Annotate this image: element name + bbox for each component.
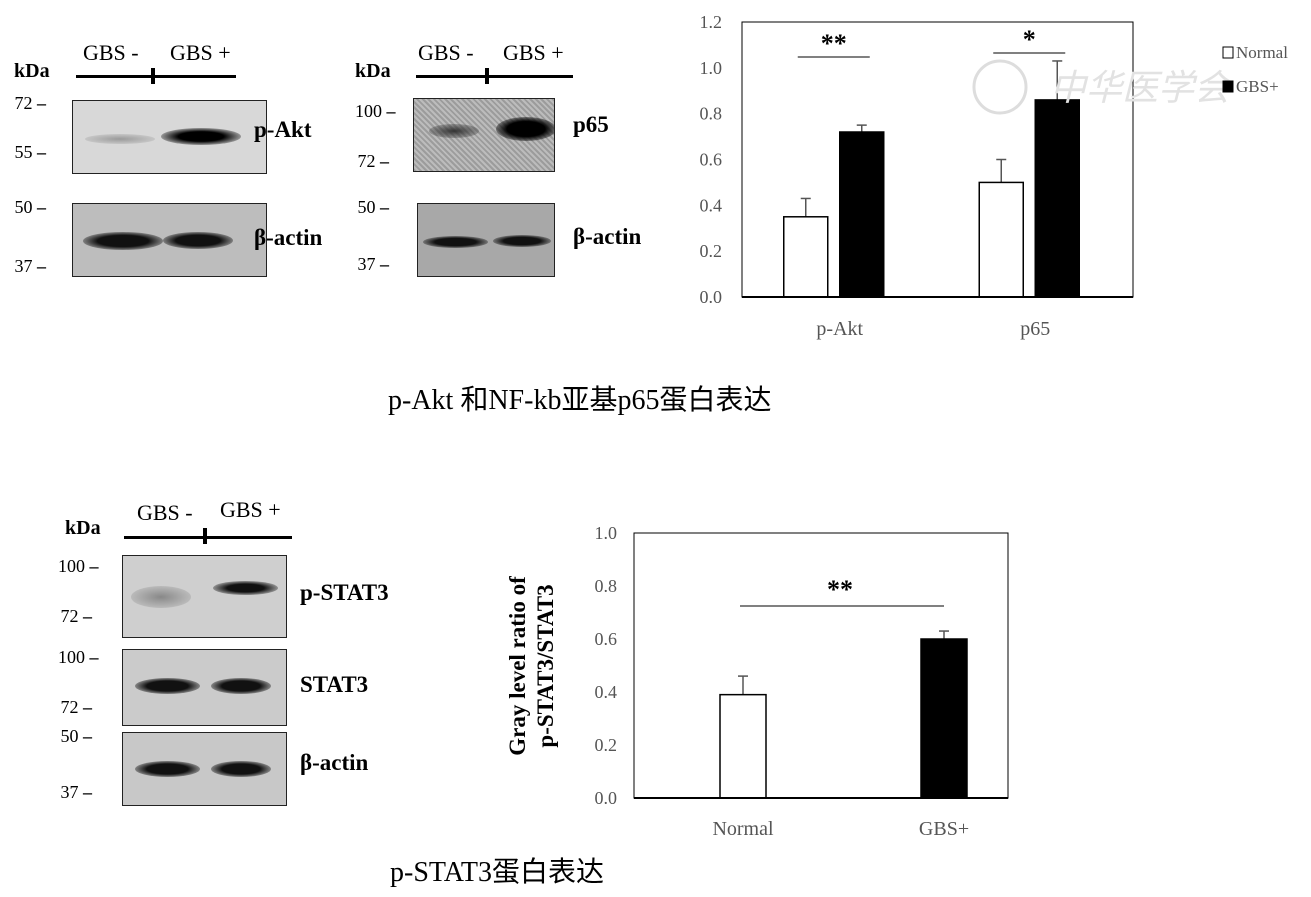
target-label-p65: p65 — [573, 112, 609, 137]
y-tick-label: 1.0 — [595, 523, 618, 543]
y-tick-label: 0.8 — [595, 576, 618, 596]
target-label-stat3: STAT3 — [300, 672, 369, 697]
lane-divider-tick — [151, 68, 155, 84]
legend-label: Normal — [1236, 43, 1288, 62]
significance-marker: * — [1023, 25, 1036, 54]
lane-label-gbs-pos: GBS + — [170, 40, 231, 65]
blot-image-beta-actin — [72, 203, 267, 277]
bar-normal-p65 — [978, 181, 1024, 298]
marker-label: 37 — [12, 256, 46, 277]
y-tick-label: 0.6 — [700, 150, 723, 170]
significance-marker: ** — [827, 575, 853, 604]
marker-label: 100 — [58, 556, 92, 577]
lane-label-gbs-neg: GBS - — [137, 500, 193, 525]
lane-divider-line — [416, 75, 573, 78]
caption-bottom: p-STAT3蛋白表达 — [390, 857, 604, 888]
legend-label: GBS+ — [1236, 77, 1279, 96]
marker-label: 50 — [355, 197, 389, 218]
blot-image-p65 — [413, 98, 555, 172]
target-label-p-akt: p-Akt — [254, 117, 312, 142]
target-label-beta-actin: β-actin — [300, 750, 369, 775]
kda-label: kDa — [355, 60, 391, 82]
legend-swatch — [1222, 46, 1234, 59]
bar-gbs-pos-p65 — [1034, 99, 1080, 298]
lane-label-gbs-pos: GBS + — [503, 40, 564, 65]
legend-swatch — [1222, 80, 1234, 93]
bar-normal — [719, 693, 767, 799]
kda-label: kDa — [65, 517, 101, 539]
y-tick-label: 0.2 — [700, 241, 723, 261]
lane-label-gbs-neg: GBS - — [83, 40, 139, 65]
marker-label: 100 — [58, 647, 92, 668]
lane-label-gbs-neg: GBS - — [418, 40, 474, 65]
marker-label: 72 — [58, 606, 92, 627]
marker-label: 50 — [12, 197, 46, 218]
marker-label: 72 — [12, 93, 46, 114]
lane-divider-line — [76, 75, 236, 78]
x-tick-label: p65 — [1020, 318, 1050, 340]
y-tick-label: 0.0 — [595, 788, 618, 808]
x-tick-label: Normal — [712, 818, 774, 840]
lane-divider-line — [124, 536, 292, 539]
bar-normal-p-akt — [783, 216, 829, 298]
y-tick-label: 0.6 — [595, 629, 618, 649]
blot-image-stat3 — [122, 649, 287, 726]
marker-label: 50 — [58, 726, 92, 747]
blot-image-p-akt — [72, 100, 267, 174]
y-axis-title: Gray level ratio of p-STAT3/STAT3 — [505, 576, 558, 756]
blot-image-beta-actin — [417, 203, 555, 277]
y-tick-label: 0.8 — [700, 104, 723, 124]
marker-label: 55 — [12, 142, 46, 163]
y-tick-label: 0.0 — [700, 287, 723, 307]
bar-chart-p-stat3: 0.0 0.2 0.4 0.6 0.8 1.0 Normal GBS+ ** Gray level… — [505, 523, 1009, 840]
watermark-text: 中华医学会 — [1050, 68, 1234, 108]
marker-label: 72 — [355, 151, 389, 172]
target-label-beta-actin: β-actin — [254, 225, 323, 250]
watermark-seal-icon — [972, 59, 1028, 115]
significance-marker: ** — [821, 29, 847, 58]
bar-gbs-pos-p-akt — [839, 131, 885, 298]
bar-chart-akt-p65: 0.0 0.2 0.4 0.6 0.8 1.0 1.2 p-Akt ** p65 * 中华医学会Nor… — [700, 12, 1289, 340]
marker-label: 72 — [58, 697, 92, 718]
marker-label: 37 — [355, 254, 389, 275]
lane-label-gbs-pos: GBS + — [220, 497, 281, 522]
y-axis-title-line: Gray level ratio of — [505, 576, 530, 756]
y-tick-label: 1.2 — [700, 12, 723, 32]
y-tick-label: 0.4 — [595, 682, 618, 702]
target-label-beta-actin: β-actin — [573, 224, 642, 249]
marker-label: 37 — [58, 782, 92, 803]
kda-label: kDa — [14, 60, 50, 82]
y-tick-label: 0.4 — [700, 195, 723, 215]
lane-divider-tick — [203, 528, 207, 544]
caption-top: p-Akt 和NF-kb亚基p65蛋白表达 — [388, 385, 772, 416]
x-tick-label: p-Akt — [816, 318, 863, 340]
y-tick-label: 1.0 — [700, 58, 723, 78]
blot-image-p-stat3 — [122, 555, 287, 638]
marker-label: 100 — [355, 101, 389, 122]
x-tick-label: GBS+ — [919, 818, 969, 840]
target-label-p-stat3: p-STAT3 — [300, 580, 389, 605]
blot-image-beta-actin — [122, 732, 287, 806]
lane-divider-tick — [485, 68, 489, 84]
y-axis-title-line: p-STAT3/STAT3 — [533, 584, 558, 747]
bar-gbs-pos — [920, 638, 968, 799]
y-tick-label: 0.2 — [595, 735, 618, 755]
